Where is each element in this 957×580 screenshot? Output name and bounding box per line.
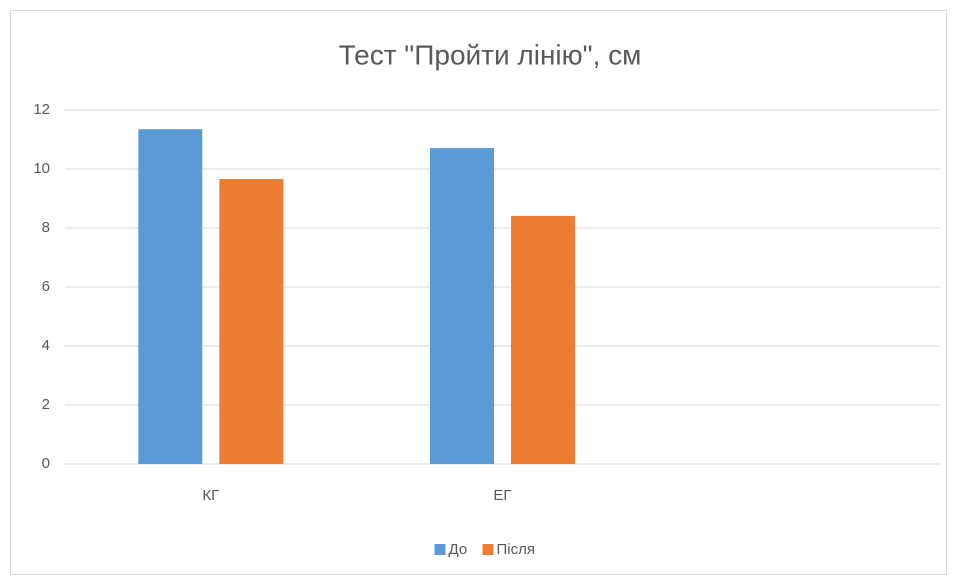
y-tick-label: 12 [33,101,50,118]
chart-title: Тест "Пройти лінію", см [339,39,642,70]
y-tick-label: 6 [42,278,50,295]
x-tick-label: ЕГ [493,487,511,504]
y-tick-label: 0 [42,455,50,472]
legend-label: До [449,541,468,558]
y-tick-label: 8 [42,219,50,236]
y-tick-label: 2 [42,396,50,413]
x-tick-label: КГ [202,487,219,504]
legend-swatch [434,544,446,555]
legend-label: Після [497,541,536,558]
bar [219,179,284,464]
bar [138,129,203,465]
bar [430,148,494,464]
bar [511,215,575,464]
legend-swatch [482,544,494,555]
y-tick-label: 10 [33,160,50,177]
y-tick-label: 4 [42,337,50,354]
